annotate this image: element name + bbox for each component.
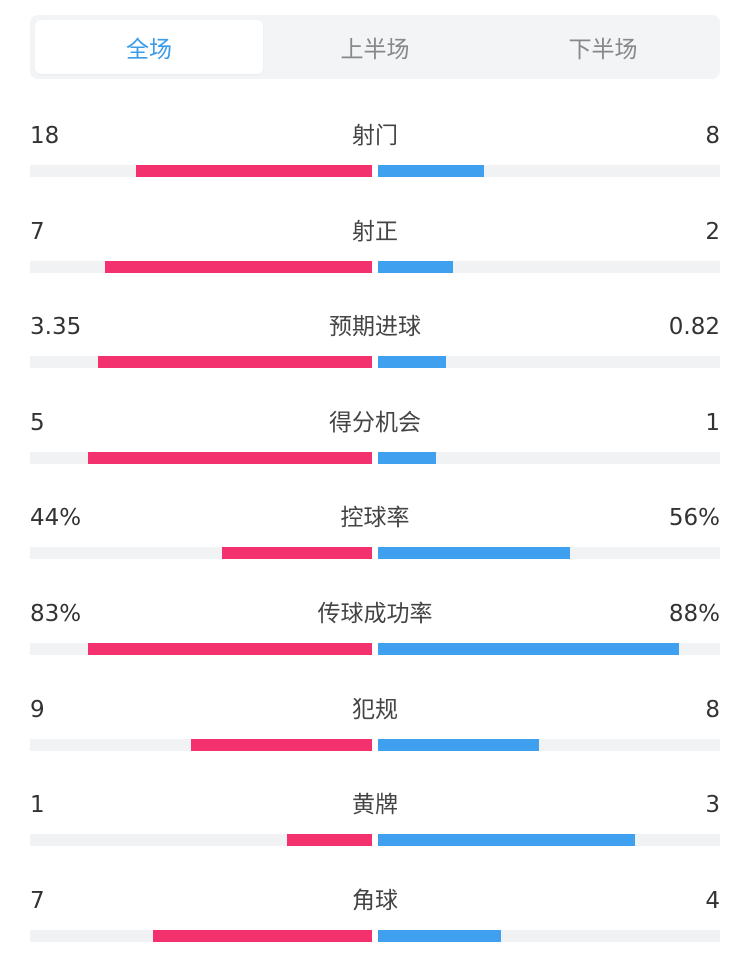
home-bar-track bbox=[30, 834, 372, 847]
stat-label: 射正 bbox=[352, 218, 398, 245]
home-value: 1 bbox=[30, 792, 45, 819]
away-bar bbox=[378, 260, 454, 273]
stat-row: 18 射门 8 bbox=[30, 108, 720, 204]
away-value: 8 bbox=[705, 123, 720, 149]
stat-label: 得分机会 bbox=[329, 409, 421, 436]
away-bar-track bbox=[378, 260, 720, 273]
away-value: 3 bbox=[705, 792, 720, 819]
away-bar-track bbox=[378, 738, 720, 751]
home-value: 44% bbox=[30, 505, 82, 532]
away-bar bbox=[378, 834, 635, 847]
home-bar-track bbox=[30, 356, 372, 369]
away-bar bbox=[378, 642, 679, 655]
away-bar-track bbox=[378, 451, 720, 464]
home-value: 9 bbox=[30, 696, 45, 723]
away-value: 2 bbox=[705, 218, 720, 245]
away-bar bbox=[378, 547, 570, 560]
away-value: 0.82 bbox=[668, 314, 720, 341]
away-bar bbox=[378, 451, 437, 464]
stat-row: 5 得分机会 1 bbox=[30, 395, 720, 491]
home-bar-track bbox=[30, 547, 372, 560]
home-bar bbox=[98, 356, 372, 369]
away-bar bbox=[378, 929, 502, 942]
away-value: 56% bbox=[668, 505, 720, 532]
stat-row: 83% 传球成功率 88% bbox=[30, 586, 720, 682]
away-bar bbox=[378, 165, 485, 177]
stat-row: 9 犯规 8 bbox=[30, 682, 720, 778]
away-value: 88% bbox=[668, 600, 720, 627]
tab-first-half[interactable]: 上半场 bbox=[340, 37, 410, 63]
home-bar-track bbox=[30, 929, 372, 942]
away-bar-track bbox=[378, 547, 720, 560]
home-value: 7 bbox=[30, 887, 45, 914]
home-bar bbox=[286, 834, 372, 847]
home-bar-track bbox=[30, 642, 372, 655]
away-bar-track bbox=[378, 356, 720, 369]
home-bar bbox=[105, 260, 372, 273]
stat-row: 7 角球 4 bbox=[30, 873, 720, 968]
away-bar-track bbox=[378, 165, 720, 177]
stat-label: 传球成功率 bbox=[317, 600, 433, 627]
stat-label: 黄牌 bbox=[352, 792, 398, 819]
stat-label: 角球 bbox=[352, 887, 398, 914]
stat-row: 7 射正 2 bbox=[30, 204, 720, 300]
tab-full-match[interactable]: 全场 bbox=[35, 20, 263, 74]
home-value: 3.35 bbox=[30, 314, 82, 341]
home-bar bbox=[88, 642, 372, 655]
home-bar bbox=[153, 929, 372, 942]
stat-label: 控球率 bbox=[340, 505, 410, 532]
home-bar-track bbox=[30, 738, 372, 751]
away-bar-track bbox=[378, 834, 720, 847]
home-value: 18 bbox=[30, 123, 60, 149]
home-bar-track bbox=[30, 451, 372, 464]
away-value: 8 bbox=[705, 696, 720, 723]
tab-second-half[interactable]: 下半场 bbox=[568, 37, 638, 63]
stat-row: 3.35 预期进球 0.82 bbox=[30, 299, 720, 395]
home-bar bbox=[221, 547, 372, 560]
away-value: 1 bbox=[705, 409, 720, 436]
home-value: 83% bbox=[30, 600, 82, 627]
stat-label: 预期进球 bbox=[329, 314, 421, 341]
home-value: 5 bbox=[30, 409, 45, 436]
home-bar-track bbox=[30, 165, 372, 177]
home-value: 7 bbox=[30, 218, 45, 245]
stat-row: 44% 控球率 56% bbox=[30, 490, 720, 586]
stats-list: 18 射门 8 7 射正 2 3.35 预期进球 0.82 5 得分机会 1 44% 控球率 56% 83% 传… bbox=[30, 108, 720, 968]
away-bar bbox=[378, 738, 539, 751]
away-bar-track bbox=[378, 929, 720, 942]
period-tabs: 全场 上半场 下半场 bbox=[30, 15, 720, 79]
stat-label: 犯规 bbox=[352, 696, 398, 723]
home-bar bbox=[190, 738, 372, 751]
away-bar bbox=[378, 356, 447, 369]
away-bar-track bbox=[378, 642, 720, 655]
home-bar-track bbox=[30, 260, 372, 273]
home-bar bbox=[88, 451, 372, 464]
home-bar bbox=[136, 165, 372, 177]
away-value: 4 bbox=[705, 887, 720, 914]
stat-row: 1 黄牌 3 bbox=[30, 777, 720, 873]
stat-label: 射门 bbox=[352, 123, 398, 149]
